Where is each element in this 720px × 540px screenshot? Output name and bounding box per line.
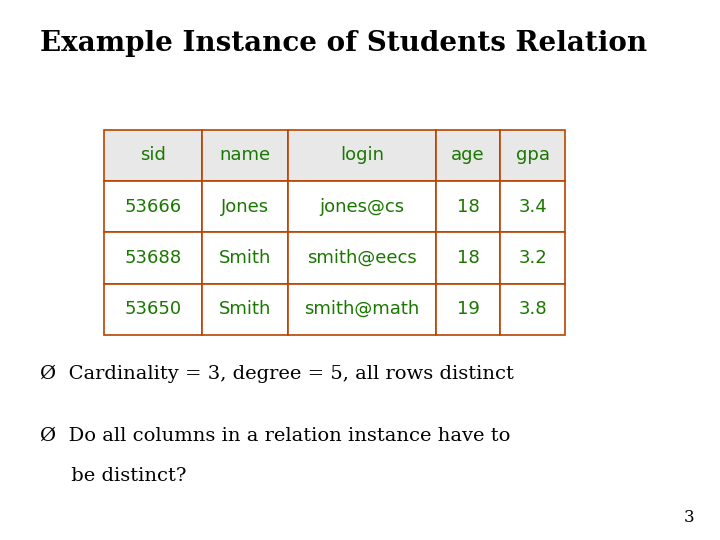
Bar — [500, 232, 565, 284]
Bar — [104, 181, 202, 232]
Bar — [500, 284, 565, 335]
Text: be distinct?: be distinct? — [40, 467, 186, 485]
Bar — [436, 284, 500, 335]
Bar — [436, 130, 500, 181]
Bar — [104, 232, 202, 284]
Text: 3.8: 3.8 — [518, 300, 547, 318]
Text: 3: 3 — [684, 510, 695, 526]
Bar — [104, 284, 202, 335]
Text: Ø  Cardinality = 3, degree = 5, all rows distinct: Ø Cardinality = 3, degree = 5, all rows … — [40, 364, 513, 383]
Text: 18: 18 — [456, 249, 480, 267]
Text: 53650: 53650 — [125, 300, 181, 318]
Text: Example Instance of Students Relation: Example Instance of Students Relation — [40, 30, 647, 57]
Text: 3.2: 3.2 — [518, 249, 547, 267]
Bar — [202, 130, 288, 181]
Bar — [202, 181, 288, 232]
Text: jones@cs: jones@cs — [319, 198, 405, 215]
Bar — [436, 181, 500, 232]
Text: Smith: Smith — [219, 300, 271, 318]
Text: smith@eecs: smith@eecs — [307, 249, 417, 267]
Text: smith@math: smith@math — [304, 300, 420, 318]
Text: name: name — [219, 146, 271, 164]
Text: age: age — [451, 146, 485, 164]
Bar — [288, 284, 436, 335]
Text: Ø  Do all columns in a relation instance have to: Ø Do all columns in a relation instance … — [40, 427, 510, 444]
Bar — [288, 181, 436, 232]
Bar — [202, 232, 288, 284]
Text: gpa: gpa — [516, 146, 550, 164]
Text: 3.4: 3.4 — [518, 198, 547, 215]
Text: Smith: Smith — [219, 249, 271, 267]
Bar — [500, 181, 565, 232]
Text: 18: 18 — [456, 198, 480, 215]
Bar — [436, 232, 500, 284]
Bar — [288, 130, 436, 181]
Bar — [288, 232, 436, 284]
Text: Jones: Jones — [221, 198, 269, 215]
Text: sid: sid — [140, 146, 166, 164]
Bar — [202, 284, 288, 335]
Text: 53666: 53666 — [125, 198, 181, 215]
Text: 53688: 53688 — [125, 249, 181, 267]
Text: 19: 19 — [456, 300, 480, 318]
Text: login: login — [340, 146, 384, 164]
Bar — [500, 130, 565, 181]
Bar — [104, 130, 202, 181]
